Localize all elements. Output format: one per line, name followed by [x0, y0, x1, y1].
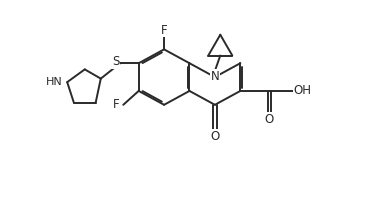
- Text: S: S: [112, 55, 119, 68]
- Text: F: F: [161, 24, 167, 37]
- Text: O: O: [210, 130, 219, 143]
- Text: F: F: [113, 98, 120, 111]
- Text: N: N: [210, 70, 219, 83]
- Text: OH: OH: [294, 84, 312, 97]
- Text: HN: HN: [46, 77, 63, 87]
- Text: O: O: [264, 113, 273, 126]
